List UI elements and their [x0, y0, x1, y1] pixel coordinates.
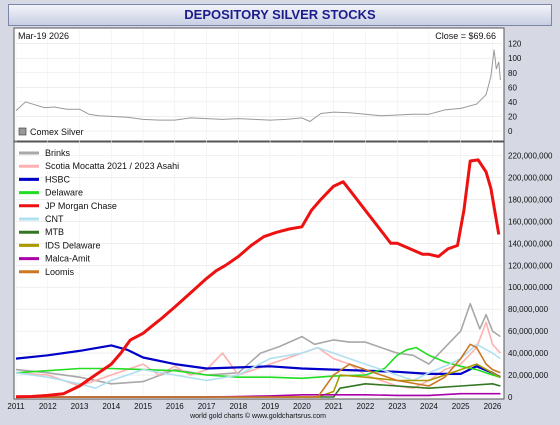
legend-label: Delaware [45, 188, 83, 198]
stocks-y-tick: 140,000,000 [508, 239, 553, 248]
stocks-y-tick: 80,000,000 [508, 305, 549, 314]
price-y-tick: 120 [508, 40, 522, 49]
comex-legend-label: Comex Silver [30, 127, 84, 137]
x-tick-label: 2025 [452, 402, 470, 411]
stocks-y-tick: 180,000,000 [508, 195, 553, 204]
stocks-y-tick: 120,000,000 [508, 261, 553, 270]
stocks-panel [13, 141, 505, 400]
price-y-tick: 0 [508, 127, 513, 136]
x-tick-label: 2021 [325, 402, 343, 411]
x-tick-label: 2014 [102, 402, 120, 411]
price-y-tick: 100 [508, 54, 522, 63]
x-tick-label: 2015 [134, 402, 152, 411]
series-line-4 [15, 158, 501, 399]
legend-label: Loomis [45, 267, 75, 277]
series-line-0 [15, 302, 501, 385]
stocks-y-tick: 60,000,000 [508, 327, 549, 336]
x-tick-label: 2016 [166, 402, 184, 411]
price-y-tick: 80 [508, 69, 517, 78]
legend-label: HSBC [45, 174, 71, 184]
x-tick-label: 2012 [39, 402, 57, 411]
x-tick-label: 2013 [71, 402, 89, 411]
series-line-5 [15, 343, 501, 389]
legend-label: MTB [45, 227, 64, 237]
legend-label: CNT [45, 214, 64, 224]
comex-legend-swatch [18, 127, 27, 136]
x-tick-label: 2017 [198, 402, 216, 411]
chart-title: DEPOSITORY SILVER STOCKS [8, 4, 552, 26]
legend-label: JP Morgan Chase [45, 201, 117, 211]
legend-label: Scotia Mocatta 2021 / 2023 Asahi [45, 161, 179, 171]
price-y-tick: 40 [508, 98, 517, 107]
stocks-y-tick: 220,000,000 [508, 151, 553, 160]
series-line-9 [16, 343, 501, 398]
price-y-tick: 20 [508, 112, 517, 121]
stocks-y-tick: 0 [508, 393, 513, 402]
legend-label: Brinks [45, 148, 71, 158]
stocks-y-tick: 160,000,000 [508, 217, 553, 226]
close-price: Close = $69.66 [435, 31, 496, 41]
x-tick-label: 2018 [229, 402, 247, 411]
x-tick-label: 2026 [484, 402, 502, 411]
x-tick-label: 2022 [357, 402, 375, 411]
stocks-y-tick: 200,000,000 [508, 173, 553, 182]
comex-silver-line [15, 49, 501, 123]
price-y-tick: 60 [508, 83, 517, 92]
x-tick-label: 2019 [261, 402, 279, 411]
legend-label: Malca-Amit [45, 254, 91, 264]
footer-credit: world gold charts © www.goldchartsrus.co… [189, 412, 326, 420]
price-panel [13, 27, 505, 142]
stocks-y-tick: 20,000,000 [508, 371, 549, 380]
series-legend: Brinks Scotia Mocatta 2021 / 2023 Asahi HS… [19, 148, 179, 277]
stocks-y-tick: 100,000,000 [508, 283, 553, 292]
stocks-y-tick: 40,000,000 [508, 349, 549, 358]
x-tick-label: 2024 [420, 402, 438, 411]
series-line-2 [15, 344, 501, 379]
price-date: Mar-19 2026 [18, 31, 69, 41]
x-tick-label: 2020 [293, 402, 311, 411]
x-tick-label: 2023 [388, 402, 406, 411]
x-tick-label: 2011 [7, 402, 25, 411]
legend-label: IDS Delaware [45, 240, 101, 250]
